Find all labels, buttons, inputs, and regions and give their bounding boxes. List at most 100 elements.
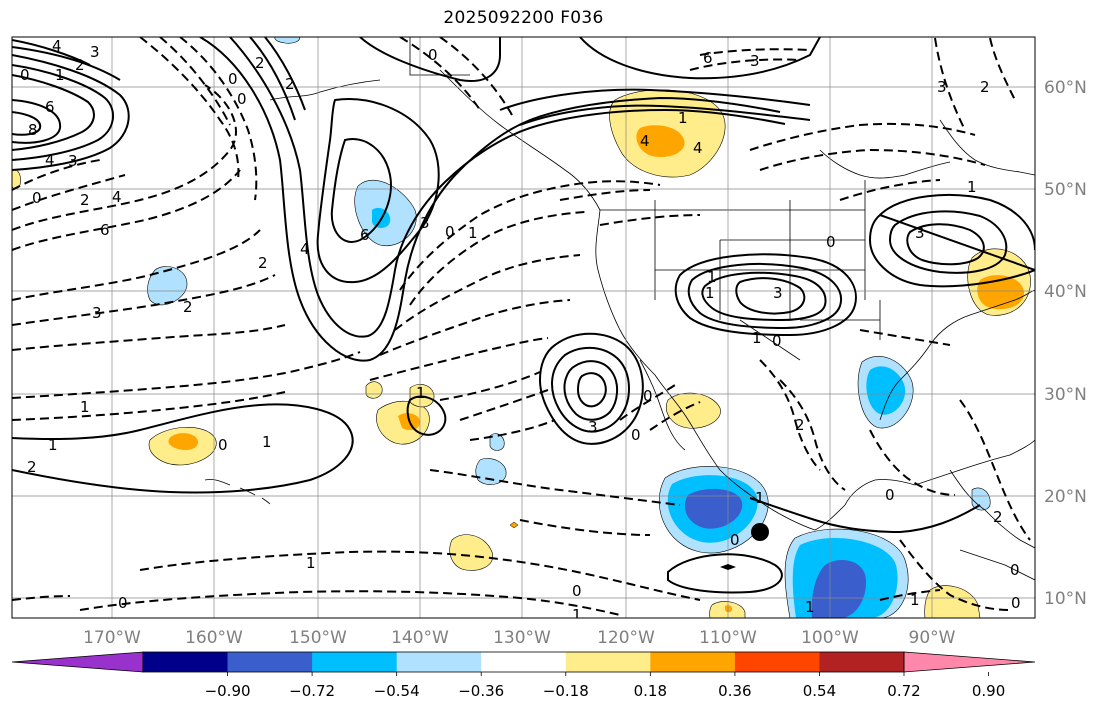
contour-labels: 4 3 2 1 0 6 8 4 3 0 2 4 6 2 3 2 1 1 0 1 …: [20, 37, 1021, 624]
contour-label: 6: [100, 221, 110, 239]
contour-label: 3: [68, 152, 78, 170]
markers: [509, 521, 769, 570]
lat-label: 10°N: [1044, 589, 1087, 609]
colorbar-tick-label: 0.36: [718, 682, 751, 700]
lat-label: 50°N: [1044, 180, 1087, 200]
colorbar-segment: [819, 652, 905, 672]
lon-label: 90°W: [909, 628, 956, 648]
contour-label: 0: [730, 531, 740, 549]
contour-label: 6: [703, 49, 713, 67]
contour-label: 3: [937, 78, 947, 96]
longitude-labels: 170°W 160°W 150°W 140°W 130°W 120°W 110°…: [83, 628, 956, 648]
contour-label: 0: [118, 594, 128, 612]
colorbar-segment: [312, 652, 398, 672]
contour-label: 2: [795, 416, 805, 434]
contour-label: 2: [993, 508, 1003, 526]
colorbar-tick-label: −0.72: [289, 682, 335, 700]
contour-label: 2: [80, 191, 90, 209]
contour-label: 0: [218, 436, 228, 454]
contour-label: 3: [420, 214, 430, 232]
contour-label: 0: [885, 486, 895, 504]
map-frame: [11, 36, 1036, 619]
map-title: 2025092200 F036: [443, 8, 604, 28]
contour-label: 4: [112, 188, 122, 206]
contour-label: 0: [572, 582, 582, 600]
contour-label: 3: [588, 418, 598, 436]
colorbar-tick-label: −0.54: [374, 682, 420, 700]
colorbar-tick-label: −0.90: [205, 682, 251, 700]
colorbar-tick-label: −0.36: [458, 682, 504, 700]
lat-label: 20°N: [1044, 487, 1087, 507]
lon-label: 150°W: [289, 628, 347, 648]
colorbar-segment: [734, 652, 820, 672]
contour-label: 1: [80, 398, 90, 416]
lat-label: 40°N: [1044, 282, 1087, 302]
contour-label: 1: [468, 224, 478, 242]
contour-label: 3: [90, 43, 100, 61]
contour-label: 2: [258, 254, 268, 272]
small-marker: [720, 564, 736, 570]
colorbar-segment: [227, 652, 313, 672]
colorbar-segment: [481, 652, 567, 672]
latitude-labels: 60°N 50°N 40°N 30°N 20°N 10°N: [1044, 78, 1087, 609]
contour-label: 2: [75, 56, 85, 74]
contour-label: 1: [910, 591, 920, 609]
contour-label: 1: [678, 109, 688, 127]
gridlines: [12, 37, 1035, 618]
colorbar: −0.90 −0.72 −0.54 −0.36 −0.18 0.18 0.36 0.54 0.7…: [11, 651, 1036, 700]
colorbar-extend-min: [11, 651, 144, 673]
contour-label: 1: [805, 598, 815, 616]
contour-label: 0: [1010, 561, 1020, 579]
contour-label: 1: [755, 489, 765, 507]
lon-label: 140°W: [391, 628, 449, 648]
contour-label: 0: [772, 332, 782, 350]
contour-label: 4: [300, 240, 310, 258]
contour-label: 8: [28, 121, 38, 139]
contour-label: 0: [445, 223, 455, 241]
contour-label: 0: [237, 90, 247, 108]
colorbar-segment: [565, 652, 651, 672]
colorbar-segment: [650, 652, 736, 672]
contour-label: 6: [360, 226, 370, 244]
contour-label: 3: [92, 304, 102, 322]
contour-label: 0: [643, 387, 653, 405]
contour-label: 3: [773, 284, 783, 302]
contour-label: 6: [45, 98, 55, 116]
contour-label: 0: [1011, 594, 1021, 612]
colorbar-tick-label: 0.54: [803, 682, 836, 700]
contour-label: 1: [48, 436, 58, 454]
contour-label: 3: [915, 224, 925, 242]
contour-label: 2: [980, 78, 990, 96]
contour-label: 1: [262, 433, 272, 451]
contour-label: 2: [285, 75, 295, 93]
contour-label: 1: [55, 66, 65, 84]
contour-label: 1: [572, 606, 582, 624]
contour-label: 4: [52, 37, 62, 55]
lat-label: 60°N: [1044, 78, 1087, 98]
contour-label: 0: [826, 233, 836, 251]
lon-label: 160°W: [185, 628, 243, 648]
colorbar-tick-label: 0.18: [634, 682, 667, 700]
contour-label: 0: [428, 46, 438, 64]
lon-label: 120°W: [597, 628, 655, 648]
coastlines: [204, 37, 1035, 581]
colorbar-frame: [142, 651, 905, 673]
contour-label: 1: [416, 384, 426, 402]
positive-anomaly-region: [666, 392, 721, 429]
lon-label: 170°W: [83, 628, 141, 648]
contour-label: 4: [640, 132, 650, 150]
contour-label: 1: [306, 554, 316, 572]
dashed-contours: [12, 37, 1031, 616]
colorbar-segment: [396, 652, 482, 672]
contour-label: 4: [693, 139, 703, 157]
contour-label: 1: [707, 268, 717, 286]
colorbar-extend-max: [903, 651, 1036, 673]
contour-label: 1: [705, 284, 715, 302]
contour-label: 1: [752, 329, 762, 347]
colorbar-tick-label: −0.18: [543, 682, 589, 700]
lon-label: 100°W: [801, 628, 859, 648]
contour-label: 2: [183, 298, 193, 316]
contour-label: 1: [967, 178, 977, 196]
lon-label: 130°W: [493, 628, 551, 648]
